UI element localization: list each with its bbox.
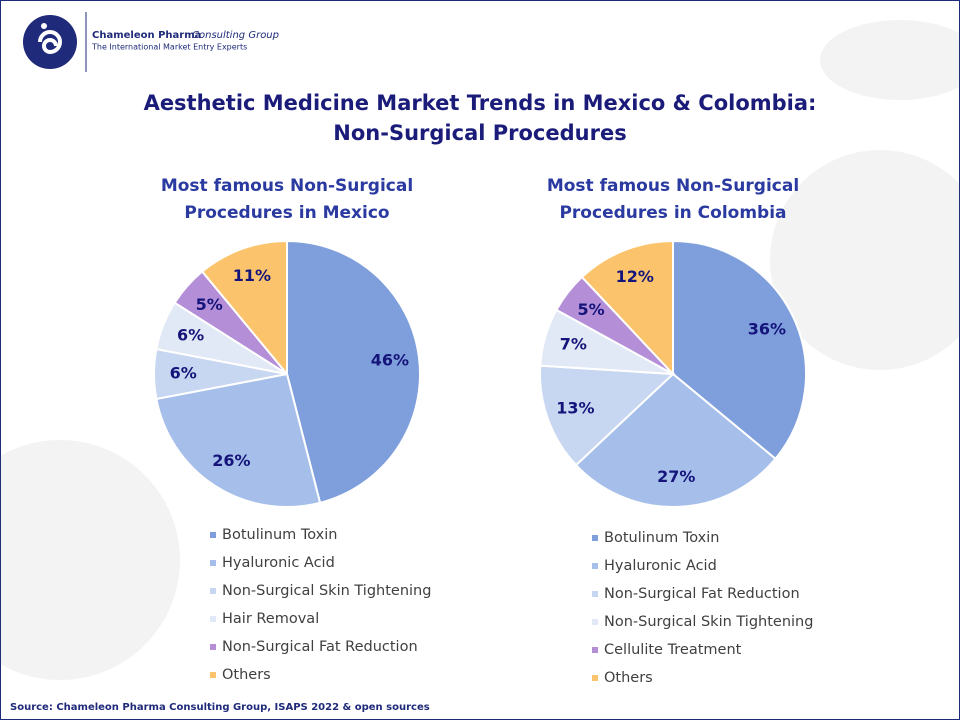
chart-title: Procedures in Colombia [559, 203, 786, 223]
legend-label: Non-Surgical Skin Tightening [604, 614, 813, 630]
legend-label: Others [604, 670, 653, 686]
legend-label: Cellulite Treatment [604, 642, 742, 658]
company: Chameleon Pharma [92, 30, 201, 41]
legend-swatch [210, 532, 216, 538]
data-label: 26% [212, 451, 250, 470]
legend-label: Non-Surgical Skin Tightening [222, 583, 431, 599]
title-line: Aesthetic Medicine Market Trends in Mexi… [144, 91, 817, 115]
legend-label: Non-Surgical Fat Reduction [222, 639, 418, 655]
legend-swatch [210, 560, 216, 566]
data-label: 7% [560, 335, 587, 354]
tagline: The International Market Entry Experts [91, 43, 247, 52]
watermark [0, 20, 960, 680]
data-label: 27% [657, 467, 695, 486]
legend-swatch [592, 647, 598, 653]
pie-slice [155, 372, 322, 508]
data-label: 12% [616, 267, 654, 286]
pie-slice [286, 239, 421, 505]
chart-title: Most famous Non-Surgical [547, 176, 799, 196]
data-label: 6% [177, 325, 204, 344]
legend-label: Hyaluronic Acid [604, 558, 717, 574]
legend-swatch [592, 563, 598, 569]
data-label: 5% [577, 300, 604, 319]
legend-label: Hair Removal [222, 611, 319, 627]
data-label: 46% [371, 350, 409, 369]
legend-swatch [210, 616, 216, 622]
legend-swatch [210, 672, 216, 678]
chart-title: Procedures in Mexico [184, 203, 389, 223]
chart-title: Most famous Non-Surgical [161, 176, 413, 196]
pie-slice [672, 239, 807, 461]
legend-label: Hyaluronic Acid [222, 555, 335, 571]
company-suffix: Consulting Group [192, 30, 279, 41]
source: Source: Chameleon Pharma Consulting Grou… [10, 702, 430, 713]
data-label: 5% [196, 295, 223, 314]
data-label: 13% [556, 399, 594, 418]
data-label: 36% [748, 319, 786, 338]
pie-slice [574, 372, 777, 508]
logo [23, 15, 77, 69]
data-label: 6% [170, 364, 197, 383]
pie-slice [200, 239, 288, 377]
legend-swatch [592, 619, 598, 625]
legend-swatch [210, 588, 216, 594]
legend-label: Others [222, 667, 271, 683]
legend-swatch [592, 535, 598, 541]
data-label: 11% [233, 266, 271, 285]
legend-label: Botulinum Toxin [604, 530, 719, 546]
pie-slice [539, 364, 676, 467]
legend-swatch [592, 591, 598, 597]
legend-label: Botulinum Toxin [222, 527, 337, 543]
legend-label: Non-Surgical Fat Reduction [604, 586, 800, 602]
title-line: Non-Surgical Procedures [333, 121, 626, 145]
legend-swatch [592, 675, 598, 681]
legend-swatch [210, 644, 216, 650]
pie-slice [580, 239, 674, 377]
